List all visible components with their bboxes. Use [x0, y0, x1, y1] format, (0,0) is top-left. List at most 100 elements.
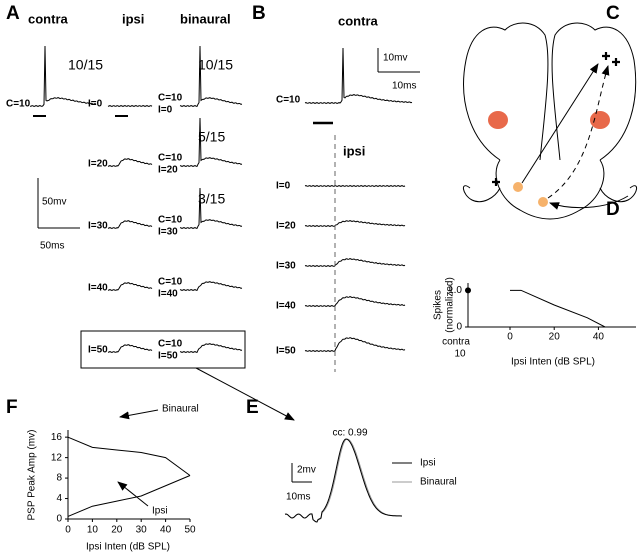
label: Ipsi	[420, 458, 436, 469]
label: I=30	[276, 261, 296, 272]
trace	[107, 282, 153, 291]
label: 0	[65, 525, 71, 536]
nucleus	[488, 111, 508, 129]
arrow	[117, 481, 149, 507]
label: 5/15	[198, 129, 225, 145]
label: I=30	[158, 227, 178, 238]
label: C	[606, 3, 620, 24]
label: cc: 0.99	[332, 428, 367, 439]
label: 16	[51, 432, 63, 443]
label: ipsi	[343, 143, 365, 158]
trace	[304, 337, 406, 352]
trace	[284, 438, 402, 523]
label: 3/15	[198, 191, 225, 207]
label: 1.0	[448, 285, 462, 296]
label: I=40	[158, 289, 178, 300]
trace	[30, 45, 97, 107]
neuron	[538, 197, 548, 207]
neuron	[513, 182, 523, 192]
arrow	[119, 409, 159, 420]
data-line	[67, 475, 191, 517]
label: F	[6, 397, 18, 418]
trace	[179, 281, 243, 292]
label: 0	[56, 514, 62, 525]
label: 4	[56, 493, 62, 504]
label: Ipsi	[152, 506, 168, 517]
label: 10mv	[383, 53, 407, 64]
label: 10	[87, 525, 99, 536]
label: I=0	[88, 99, 103, 110]
label: 20	[549, 332, 561, 343]
label: ipsi	[122, 11, 144, 26]
label: Binaural	[420, 477, 457, 488]
label: C=10	[158, 93, 183, 104]
label: C=10	[276, 95, 301, 106]
label: 40	[593, 332, 605, 343]
label: Spikes	[433, 290, 444, 320]
label: I=0	[158, 105, 173, 116]
trace	[107, 220, 153, 229]
data-line	[510, 289, 621, 328]
label: 30	[136, 525, 148, 536]
trace	[179, 45, 243, 108]
brain-outline	[495, 159, 605, 220]
label: 0	[507, 332, 513, 343]
label: 10	[454, 349, 466, 360]
label: 50	[184, 525, 196, 536]
label: C=10	[158, 215, 183, 226]
trace	[179, 117, 243, 168]
label: E	[246, 397, 259, 418]
trace	[304, 296, 406, 307]
label: I=0	[276, 181, 291, 192]
trace	[304, 185, 406, 187]
label: 2mv	[297, 465, 316, 476]
trace	[179, 343, 243, 354]
label: Binaural	[162, 404, 199, 415]
label: I=20	[276, 221, 296, 232]
label: C=10	[158, 153, 183, 164]
brain-outline	[463, 22, 549, 161]
nucleus	[590, 111, 610, 129]
highlight-box	[80, 330, 246, 369]
label: 8	[56, 473, 62, 484]
label: I=40	[88, 283, 108, 294]
label: contra	[442, 337, 470, 348]
trace	[107, 158, 153, 167]
cochlea	[463, 185, 501, 203]
trace	[304, 258, 406, 267]
pathway	[549, 195, 629, 210]
label: 12	[51, 452, 63, 463]
label: Ipsi Inten (dB SPL)	[511, 357, 595, 368]
label: Ipsi Inten (dB SPL)	[86, 542, 170, 553]
pathway-dashed	[547, 65, 610, 199]
label: 50ms	[40, 241, 64, 252]
label: binaural	[180, 11, 231, 26]
label: 10/15	[68, 57, 103, 73]
cochlea	[599, 185, 637, 203]
pathway	[521, 63, 599, 184]
label: I=40	[276, 301, 296, 312]
plus-sign	[492, 52, 620, 186]
label: I=50	[276, 346, 296, 357]
label: 0	[456, 322, 462, 333]
label: B	[252, 3, 266, 24]
data-line	[67, 436, 191, 476]
label: I=20	[88, 159, 108, 170]
label: contra	[338, 13, 379, 28]
label: 10ms	[286, 492, 310, 503]
label: PSP Peak Amp (mv)	[27, 430, 38, 521]
trace	[304, 220, 406, 227]
trace	[179, 187, 243, 230]
label: I=30	[88, 221, 108, 232]
label: 10ms	[392, 81, 416, 92]
contra-point	[465, 287, 471, 294]
label: contra	[28, 11, 69, 26]
arrow	[195, 367, 295, 421]
label: D	[606, 199, 620, 220]
label: C=10	[158, 277, 183, 288]
trace	[107, 105, 153, 107]
label: A	[6, 3, 20, 24]
trace	[304, 47, 413, 104]
label: (normalized)	[445, 277, 456, 333]
